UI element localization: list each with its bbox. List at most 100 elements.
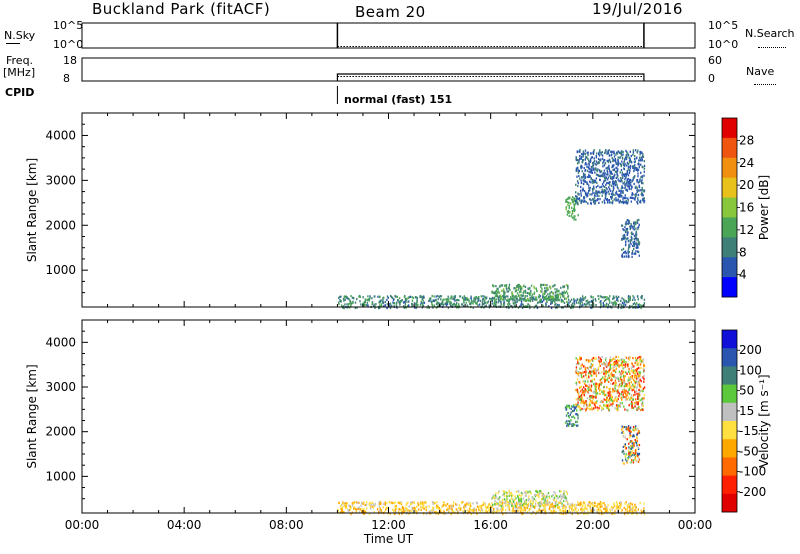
velocity-data-point xyxy=(482,503,484,506)
velocity-data-point xyxy=(384,510,386,513)
power-data-point xyxy=(598,190,600,193)
velocity-data-point xyxy=(576,420,579,423)
velocity-data-point xyxy=(512,506,514,509)
velocity-data-point xyxy=(624,375,626,378)
velocity-data-point xyxy=(632,506,634,509)
power-data-point xyxy=(593,159,596,163)
velocity-data-point xyxy=(380,501,382,504)
velocity-data-point xyxy=(471,509,474,512)
power-data-point xyxy=(471,301,473,304)
velocity-data-point xyxy=(569,506,572,509)
power-data-point xyxy=(608,167,610,170)
velocity-data-point xyxy=(626,504,629,507)
velocity-data-point xyxy=(425,509,427,512)
power-data-point xyxy=(626,233,629,236)
velocity-data-point xyxy=(516,502,519,505)
power-data-point xyxy=(568,211,570,214)
power-data-point xyxy=(479,299,482,302)
velocity-data-point xyxy=(618,395,620,398)
power-data-point xyxy=(572,199,574,202)
velocity-data-point xyxy=(562,493,564,496)
velocity-data-point xyxy=(568,406,571,410)
power-data-point xyxy=(620,178,623,181)
power-data-point xyxy=(450,305,452,308)
velocity-data-point xyxy=(445,504,447,507)
power-data-point xyxy=(565,206,567,209)
power-data-point xyxy=(540,283,542,286)
velocity-data-point xyxy=(628,504,630,507)
velocity-data-point xyxy=(472,502,474,505)
power-data-point xyxy=(627,166,630,169)
power-data-point xyxy=(506,288,508,291)
power-data-point xyxy=(627,297,630,300)
velocity-data-point xyxy=(519,499,521,502)
velocity-data-point xyxy=(568,415,570,418)
power-data-point xyxy=(576,175,578,178)
velocity-data-point xyxy=(458,504,461,507)
power-data-point xyxy=(641,193,644,196)
power-data-point xyxy=(593,181,595,184)
power-data-point xyxy=(533,285,535,288)
power-data-point xyxy=(578,197,581,200)
power-data-point xyxy=(571,216,574,219)
velocity-data-point xyxy=(425,501,427,504)
power-data-point xyxy=(476,300,479,303)
velocity-data-point xyxy=(624,365,627,368)
power-data-point xyxy=(573,197,575,200)
velocity-data-point xyxy=(623,370,625,373)
power-data-point xyxy=(625,300,627,303)
velocity-data-point xyxy=(519,498,521,501)
velocity-data-point xyxy=(566,424,568,427)
power-data-point xyxy=(350,304,352,307)
power-data-point xyxy=(612,180,614,183)
power-data-point xyxy=(612,193,614,196)
power-data-point xyxy=(623,304,625,307)
power-data-point xyxy=(475,302,477,305)
colorbar-tick-label: -15 xyxy=(739,424,759,438)
power-data-point xyxy=(550,302,552,305)
power-data-point xyxy=(349,302,351,305)
power-data-point xyxy=(449,302,452,305)
power-data-point xyxy=(637,199,639,202)
velocity-data-point xyxy=(621,391,623,394)
velocity-data-point xyxy=(636,460,638,463)
velocity-data-point xyxy=(606,391,609,394)
velocity-data-point xyxy=(500,504,502,507)
velocity-data-point xyxy=(583,502,586,505)
power-data-point xyxy=(606,181,608,185)
velocity-data-point xyxy=(605,361,608,364)
velocity-data-point xyxy=(480,504,482,508)
power-data-point xyxy=(572,306,574,309)
power-data-point xyxy=(626,184,628,187)
velocity-data-point xyxy=(358,507,360,510)
velocity-data-point xyxy=(566,412,569,415)
power-data-point xyxy=(575,218,577,221)
power-data-point xyxy=(521,286,523,289)
velocity-data-point xyxy=(638,371,640,374)
velocity-data-point xyxy=(621,428,623,431)
velocity-data-point xyxy=(605,508,607,511)
power-data-point xyxy=(589,193,591,196)
velocity-data-point xyxy=(623,425,626,429)
velocity-data-point xyxy=(371,501,374,504)
power-data-point xyxy=(598,151,600,154)
power-data-point xyxy=(606,152,608,155)
velocity-data-point xyxy=(496,507,498,510)
power-data-point xyxy=(615,192,617,195)
power-data-point xyxy=(590,168,593,171)
velocity-data-point xyxy=(394,505,396,508)
power-data-point xyxy=(529,299,531,302)
velocity-data-point xyxy=(538,496,540,499)
power-data-point xyxy=(358,295,360,298)
power-data-point xyxy=(555,303,557,306)
velocity-data-point xyxy=(632,394,635,397)
x-tick-label: 00:00 xyxy=(65,518,100,532)
velocity-data-point xyxy=(592,390,594,394)
velocity-data-point xyxy=(545,504,547,507)
power-data-point xyxy=(497,287,499,290)
freq-unit-label: [MHz] xyxy=(3,66,36,79)
velocity-data-point xyxy=(569,422,571,425)
power-data-point xyxy=(498,291,501,294)
velocity-data-point xyxy=(604,404,606,407)
velocity-data-point xyxy=(582,399,584,402)
